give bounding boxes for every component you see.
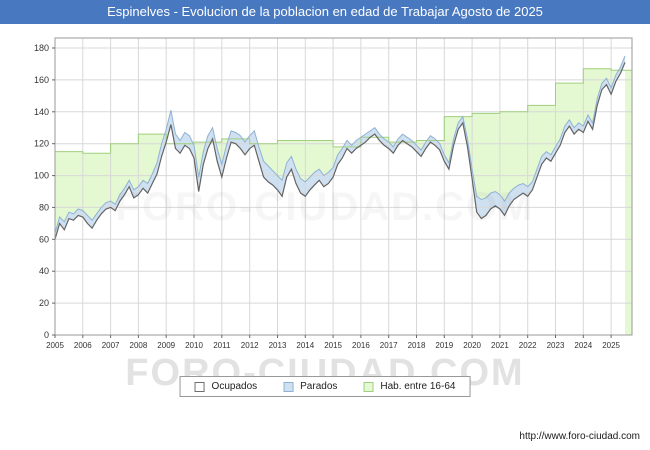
x-tick-label: 2010	[185, 341, 203, 350]
footer-url-link[interactable]: http://www.foro-ciudad.com	[519, 431, 640, 442]
y-tick-label: 120	[34, 139, 49, 149]
x-tick-label: 2024	[574, 341, 592, 350]
page-title: Espinelves - Evolucion de la poblacion e…	[107, 4, 543, 19]
x-tick-label: 2019	[435, 341, 453, 350]
x-tick-label: 2009	[157, 341, 175, 350]
y-tick-label: 60	[39, 234, 49, 244]
x-tick-label: 2012	[241, 341, 259, 350]
series-ocupados-line	[54, 62, 626, 240]
legend-label-hab-16-64: Hab. entre 16-64	[380, 381, 456, 392]
legend-label-ocupados: Ocupados	[211, 381, 258, 392]
y-tick-label: 20	[39, 298, 49, 308]
x-tick-label: 2025	[602, 341, 620, 350]
y-tick-label: 180	[34, 43, 49, 53]
y-tick-label: 160	[34, 75, 49, 85]
y-tick-label: 100	[34, 171, 49, 181]
x-tick-label: 2023	[547, 341, 565, 350]
series-ocupados-area	[55, 62, 625, 336]
legend-swatch-ocupados	[194, 381, 205, 392]
series-parados-line	[54, 55, 626, 234]
x-tick-label: 2013	[269, 341, 287, 350]
x-tick-label: 2021	[491, 341, 509, 350]
legend-swatch-parados	[283, 381, 294, 392]
gridlines	[55, 38, 632, 335]
x-tick-label: 2017	[380, 341, 398, 350]
x-tick-label: 2022	[519, 341, 537, 350]
x-tick-label: 2011	[213, 341, 231, 350]
x-tick-label: 2014	[296, 341, 314, 350]
x-tick-label: 2015	[324, 341, 342, 350]
y-tick-label: 80	[39, 202, 49, 212]
y-tick-label: 40	[39, 266, 49, 276]
title-bar: Espinelves - Evolucion de la poblacion e…	[0, 0, 650, 24]
x-tick-label: 2008	[130, 341, 148, 350]
x-tick-label: 2020	[463, 341, 481, 350]
y-tick-label: 140	[34, 107, 49, 117]
legend-label-parados: Parados	[300, 381, 338, 392]
legend: Ocupados Parados Hab. entre 16-64	[179, 376, 471, 397]
x-tick-label: 2006	[74, 341, 92, 350]
legend-item-parados: Parados	[283, 381, 337, 392]
x-tick-label: 2007	[102, 341, 120, 350]
x-tick-label: 2016	[352, 341, 370, 350]
plot-border	[54, 37, 633, 336]
legend-item-hab-16-64: Hab. entre 16-64	[363, 381, 455, 392]
legend-swatch-hab-16-64	[363, 381, 374, 392]
x-tick-label: 2005	[46, 341, 64, 350]
x-tick-label: 2018	[408, 341, 426, 350]
legend-item-ocupados: Ocupados	[194, 381, 258, 392]
axis-labels: 0 20 40 60 80 100 120 140 160 180 2005 2006 2007 2008…	[34, 43, 621, 350]
series-hab-16-64-line	[55, 68, 632, 154]
y-tick-label: 0	[44, 330, 49, 340]
